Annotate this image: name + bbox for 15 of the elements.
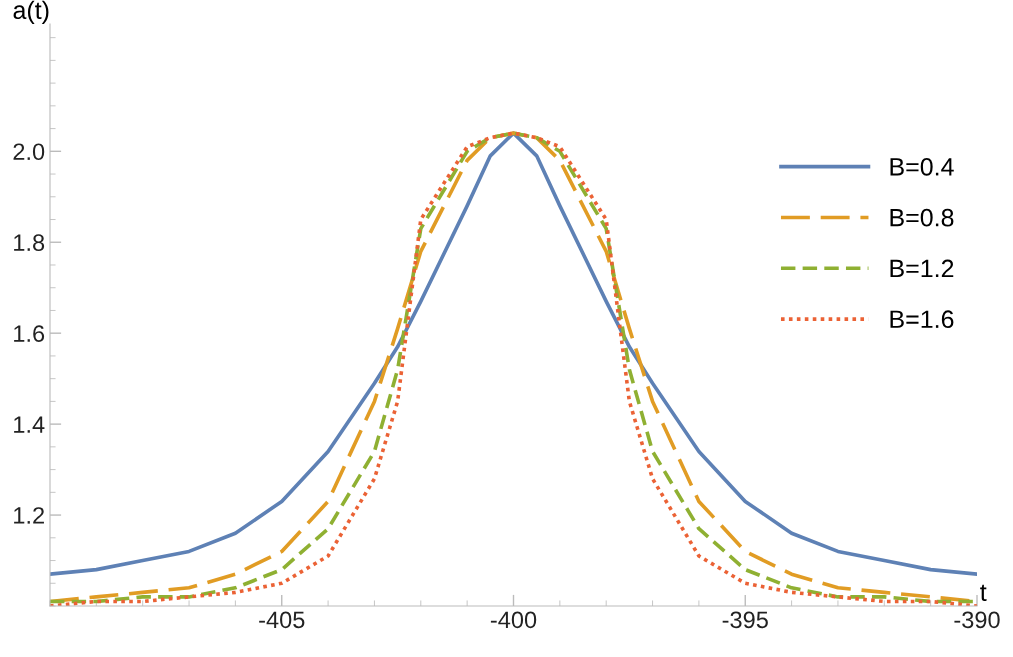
legend-label: B=1.6 xyxy=(890,310,954,329)
x-tick-label: -400 xyxy=(490,611,537,629)
legend-label: B=1.2 xyxy=(890,259,954,278)
y-tick-label: 1.4 xyxy=(14,416,45,433)
y-tick-label: 1.2 xyxy=(14,507,44,524)
y-axis-title: a(t) xyxy=(13,0,49,24)
x-axis-title: t xyxy=(980,584,987,602)
legend-label: B=0.8 xyxy=(890,208,954,227)
legend-label: B=0.4 xyxy=(890,157,954,176)
y-tick-label: 1.6 xyxy=(14,325,45,342)
y-tick-label: 1.8 xyxy=(14,234,45,252)
x-tick-label: -395 xyxy=(722,611,768,629)
y-tick-label: 2.0 xyxy=(13,143,45,161)
x-tick-label: -405 xyxy=(259,611,305,629)
x-tick-label: -390 xyxy=(954,611,1000,629)
